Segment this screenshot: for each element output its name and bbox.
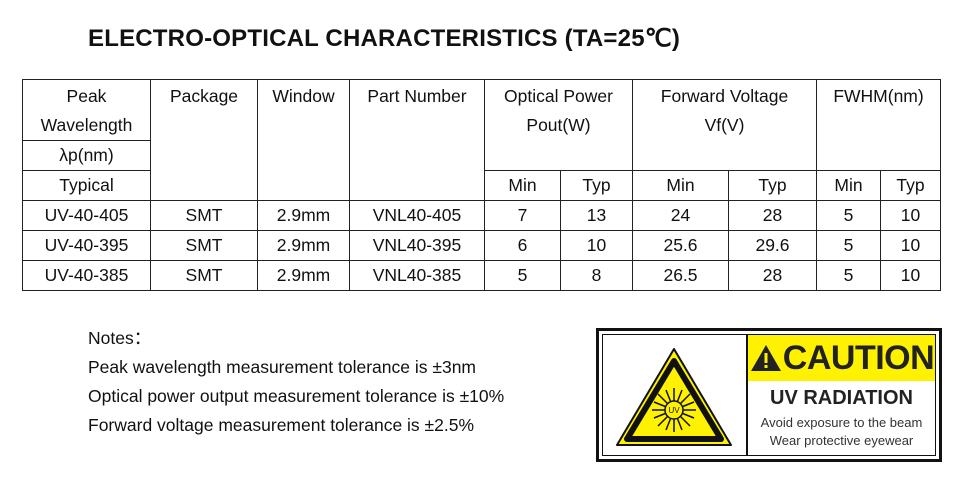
table-cell: 10 [560,230,633,261]
header-typ: Typ [728,170,817,201]
table-cell: 26.5 [632,260,729,291]
table-cell: 10 [879,230,942,261]
table-cell: 29.6 [728,230,817,261]
table-cell: UV-40-385 [22,260,151,291]
header-fwhm: FWHM(nm) [815,79,942,171]
table-cell: 25.6 [632,230,729,261]
sign-line-1: Avoid exposure to the beam [760,415,923,430]
header-min: Min [484,170,561,201]
header-min: Min [632,170,729,201]
caution-banner: CAUTION [748,335,935,381]
characteristics-table: Peak Wavelength Package Window Part Numbe… [22,79,942,291]
table-cell: 7 [484,200,561,231]
header-min: Min [816,170,881,201]
uv-warning-symbol: UV [603,335,748,455]
table-cell: VNL40-405 [349,200,485,231]
uv-radiation-text: UV RADIATION [770,387,913,409]
table-cell: 28 [728,200,817,231]
notes-heading: Notes： [88,328,152,348]
caution-text: CAUTION [782,338,935,377]
table-cell: 5 [484,260,561,291]
table-cell: 13 [560,200,633,231]
uv-symbol-text: UV [668,406,680,415]
table-cell: SMT [150,230,258,261]
table-cell: SMT [150,260,258,291]
header-typ: Typ [879,170,942,201]
table-cell: SMT [150,200,258,231]
header-optical-power: Optical Power Pout(W) [484,79,633,171]
notes: Notes： Peak wavelength measurement toler… [88,324,504,440]
header-part-number: Part Number [349,79,485,201]
table-row: UV-40-395 SMT 2.9mm VNL40-395 6 10 25.6 29.6 5 10 [22,230,942,261]
table-cell: 24 [632,200,729,231]
uv-caution-sign: UV CAUTION UV RADIATION Avoid exposure t… [596,328,942,462]
table-cell: 2.9mm [257,260,350,291]
table-row: UV-40-385 SMT 2.9mm VNL40-385 5 8 26.5 28 5 10 [22,260,942,291]
table-cell: 28 [728,260,817,291]
table-cell: 2.9mm [257,200,350,231]
page-title: ELECTRO-OPTICAL CHARACTERISTICS (TA=25℃) [88,25,681,52]
note-item: Peak wavelength measurement tolerance is… [88,357,476,377]
table-cell: VNL40-385 [349,260,485,291]
table-cell: 2.9mm [257,230,350,261]
table-cell: 10 [879,200,942,231]
warning-triangle-icon [750,345,781,371]
header-window: Window [257,79,350,201]
header-lambda: λp(nm) [22,140,151,171]
table-cell: 5 [816,200,881,231]
table-cell: 10 [879,260,942,291]
table-cell: 5 [816,230,881,261]
table-cell: 5 [816,260,881,291]
uv-warning-triangle-icon: UV [616,348,732,446]
table-cell: 8 [560,260,633,291]
header-peak-wavelength: Peak Wavelength [22,79,151,141]
table-cell: VNL40-395 [349,230,485,261]
note-item: Optical power output measurement toleran… [88,386,505,406]
header-forward-voltage: Forward Voltage Vf(V) [632,79,817,171]
note-item: Forward voltage measurement tolerance is… [88,415,475,435]
sign-line-2: Wear protective eyewear [769,433,914,448]
table-cell: UV-40-405 [22,200,151,231]
header-typical: Typical [22,170,151,201]
header-typ: Typ [560,170,633,201]
table-cell: 6 [484,230,561,261]
table-cell: UV-40-395 [22,230,151,261]
table-row: UV-40-405 SMT 2.9mm VNL40-405 7 13 24 28 5 10 [22,200,942,231]
header-package: Package [150,79,258,201]
